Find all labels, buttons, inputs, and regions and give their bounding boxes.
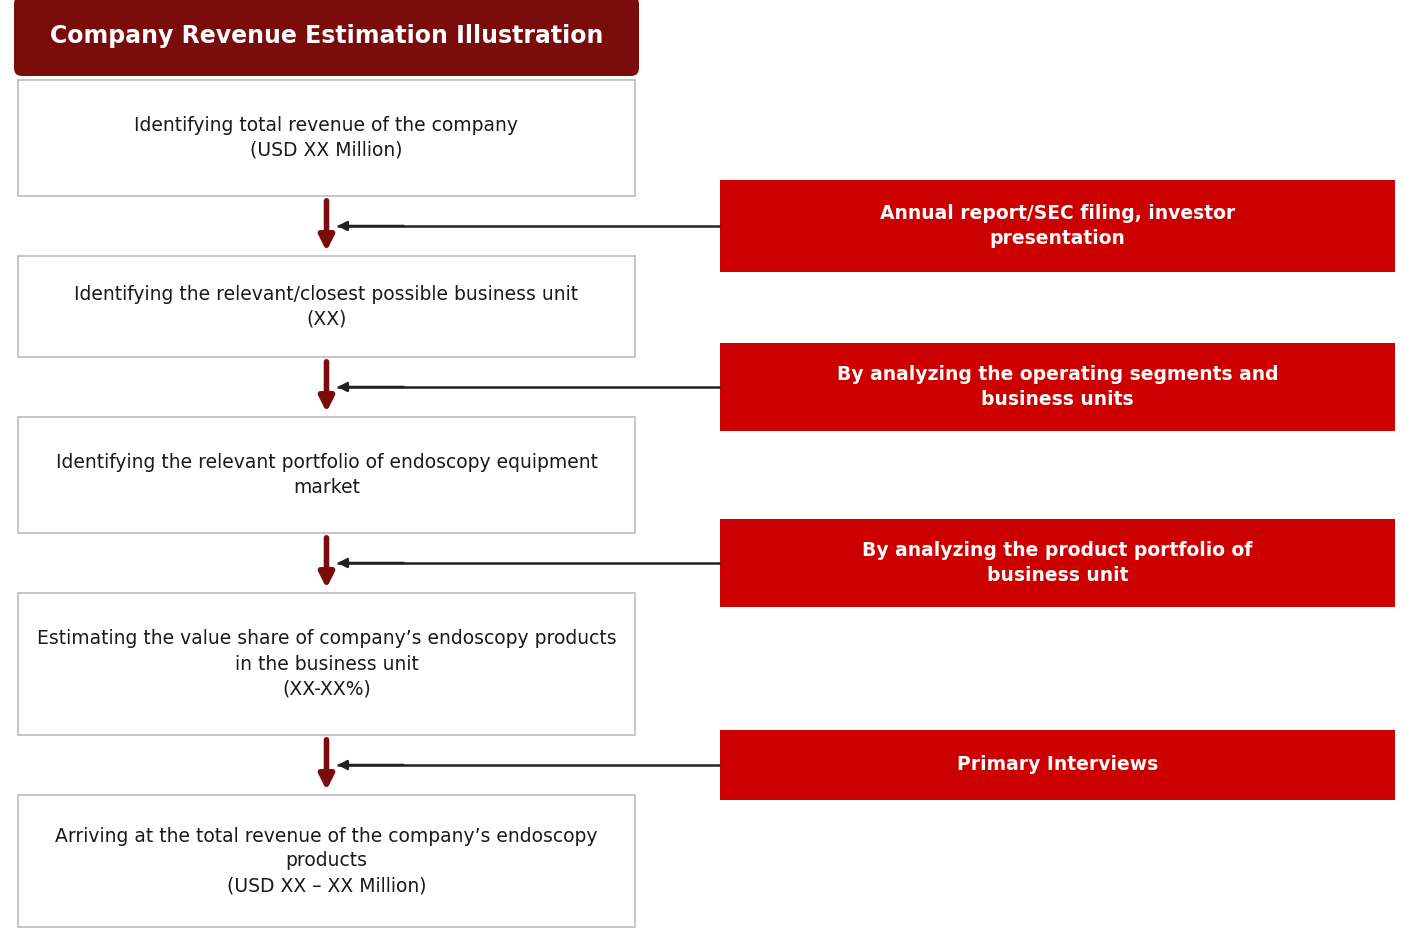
FancyBboxPatch shape <box>18 256 635 357</box>
Text: By analyzing the operating segments and
business units: By analyzing the operating segments and … <box>837 365 1278 409</box>
FancyBboxPatch shape <box>14 0 639 76</box>
Text: Identifying the relevant portfolio of endoscopy equipment
market: Identifying the relevant portfolio of en… <box>55 453 597 497</box>
Text: Primary Interviews: Primary Interviews <box>957 755 1158 774</box>
Text: Identifying total revenue of the company
(USD XX Million): Identifying total revenue of the company… <box>134 116 518 160</box>
FancyBboxPatch shape <box>18 795 635 927</box>
FancyBboxPatch shape <box>720 180 1395 272</box>
Text: Estimating the value share of company’s endoscopy products
in the business unit
: Estimating the value share of company’s … <box>37 629 617 699</box>
FancyBboxPatch shape <box>18 593 635 735</box>
Text: Identifying the relevant/closest possible business unit
(XX): Identifying the relevant/closest possibl… <box>75 284 579 329</box>
FancyBboxPatch shape <box>720 730 1395 800</box>
FancyBboxPatch shape <box>720 343 1395 431</box>
FancyBboxPatch shape <box>18 80 635 196</box>
FancyBboxPatch shape <box>18 417 635 533</box>
Text: Annual report/SEC filing, investor
presentation: Annual report/SEC filing, investor prese… <box>880 204 1235 248</box>
FancyBboxPatch shape <box>720 519 1395 607</box>
Text: Company Revenue Estimation Illustration: Company Revenue Estimation Illustration <box>49 24 602 48</box>
Text: By analyzing the product portfolio of
business unit: By analyzing the product portfolio of bu… <box>862 541 1253 585</box>
Text: Arriving at the total revenue of the company’s endoscopy
products
(USD XX – XX M: Arriving at the total revenue of the com… <box>55 826 598 896</box>
